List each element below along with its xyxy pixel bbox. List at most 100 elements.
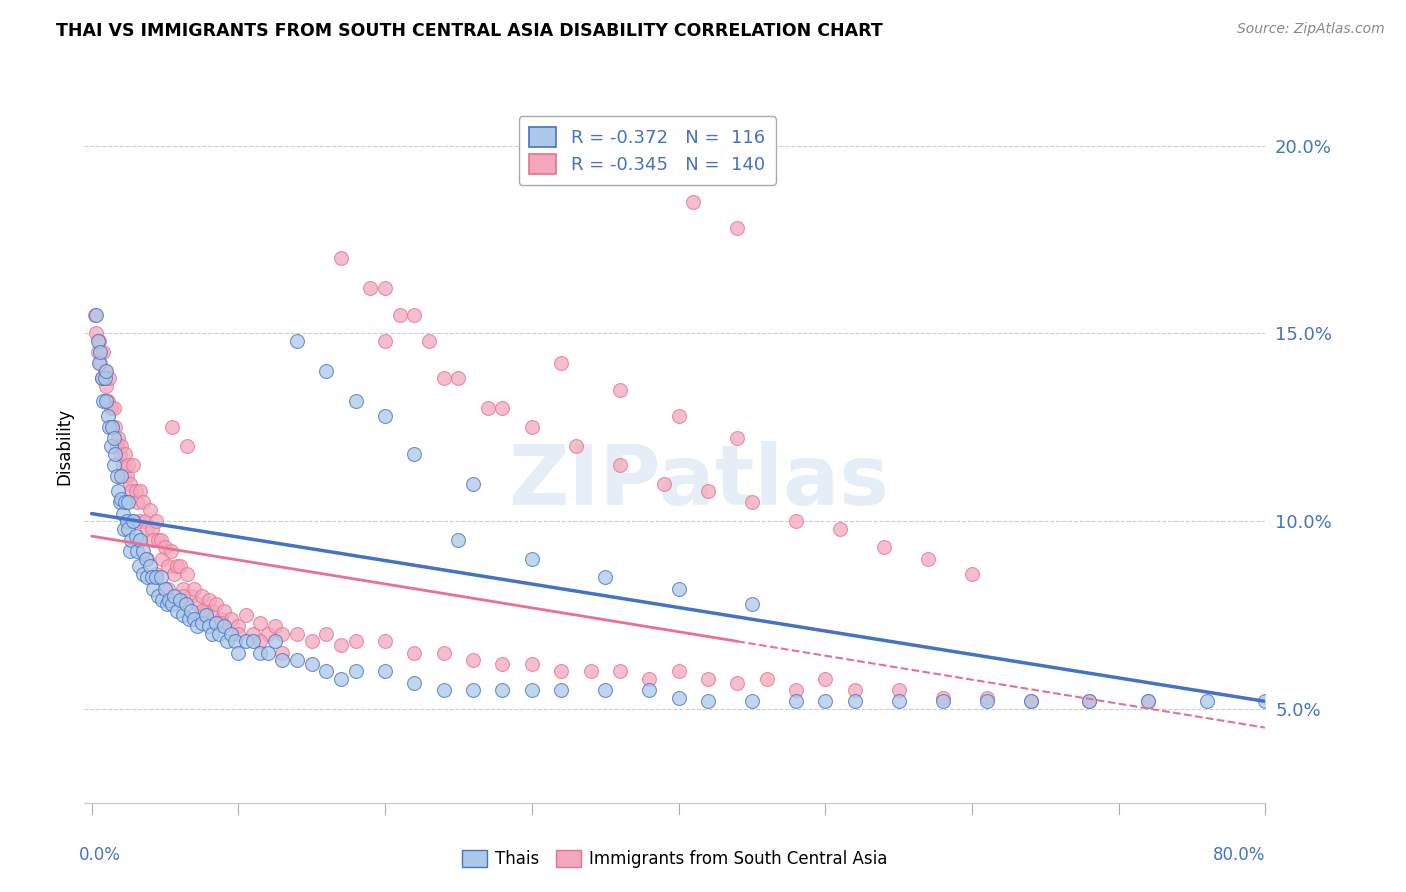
Point — [696, 484, 718, 499]
Point — [100, 401, 122, 416]
Point — [169, 559, 191, 574]
Point — [785, 694, 807, 708]
Point — [960, 566, 983, 581]
Point — [1254, 694, 1277, 708]
Point — [121, 514, 143, 528]
Point — [183, 612, 205, 626]
Point — [91, 371, 114, 385]
Point — [668, 665, 690, 679]
Point — [228, 619, 250, 633]
Point — [117, 458, 139, 472]
Point — [242, 627, 264, 641]
Point — [1137, 694, 1160, 708]
Point — [330, 672, 353, 686]
Point — [520, 420, 543, 434]
Point — [89, 356, 111, 370]
Point — [374, 665, 396, 679]
Point — [682, 194, 704, 209]
Point — [114, 495, 136, 509]
Point — [228, 646, 250, 660]
Point — [609, 665, 631, 679]
Point — [198, 593, 221, 607]
Point — [917, 551, 939, 566]
Point — [162, 597, 184, 611]
Point — [86, 334, 108, 348]
Point — [814, 672, 837, 686]
Point — [844, 694, 866, 708]
Point — [271, 653, 294, 667]
Point — [172, 607, 194, 622]
Point — [828, 522, 851, 536]
Point — [139, 559, 162, 574]
Point — [491, 683, 513, 698]
Point — [668, 409, 690, 423]
Point — [550, 356, 572, 370]
Point — [271, 646, 294, 660]
Point — [579, 665, 602, 679]
Point — [176, 439, 198, 453]
Point — [136, 522, 159, 536]
Text: 80.0%: 80.0% — [1213, 846, 1265, 863]
Point — [91, 371, 114, 385]
Point — [172, 589, 194, 603]
Point — [169, 593, 191, 607]
Point — [374, 334, 396, 348]
Point — [638, 683, 661, 698]
Point — [404, 308, 426, 322]
Point — [166, 559, 188, 574]
Point — [186, 597, 208, 611]
Point — [242, 634, 264, 648]
Point — [150, 551, 173, 566]
Point — [160, 544, 183, 558]
Point — [976, 690, 998, 705]
Point — [115, 514, 138, 528]
Point — [145, 570, 167, 584]
Point — [89, 345, 111, 359]
Point — [219, 612, 242, 626]
Point — [141, 522, 163, 536]
Point — [374, 634, 396, 648]
Point — [135, 551, 157, 566]
Point — [87, 356, 110, 370]
Point — [174, 597, 197, 611]
Point — [180, 589, 202, 603]
Point — [153, 541, 176, 555]
Point — [156, 582, 179, 596]
Point — [97, 409, 120, 423]
Point — [931, 690, 953, 705]
Point — [163, 589, 186, 603]
Point — [177, 612, 200, 626]
Point — [107, 432, 129, 446]
Point — [741, 597, 763, 611]
Point — [195, 607, 218, 622]
Point — [145, 566, 167, 581]
Point — [110, 469, 132, 483]
Point — [121, 514, 143, 528]
Point — [117, 522, 139, 536]
Point — [285, 334, 308, 348]
Text: THAI VS IMMIGRANTS FROM SOUTH CENTRAL ASIA DISABILITY CORRELATION CHART: THAI VS IMMIGRANTS FROM SOUTH CENTRAL AS… — [56, 22, 883, 40]
Point — [235, 607, 257, 622]
Point — [209, 615, 232, 630]
Point — [163, 566, 186, 581]
Point — [1137, 694, 1160, 708]
Point — [447, 533, 470, 547]
Text: 0.0%: 0.0% — [79, 846, 121, 863]
Point — [103, 432, 125, 446]
Point — [696, 672, 718, 686]
Point — [873, 541, 896, 555]
Point — [110, 439, 132, 453]
Point — [301, 634, 323, 648]
Point — [696, 694, 718, 708]
Point — [330, 251, 353, 265]
Point — [374, 281, 396, 295]
Point — [93, 345, 115, 359]
Point — [668, 690, 690, 705]
Point — [121, 458, 143, 472]
Point — [785, 514, 807, 528]
Point — [1078, 694, 1101, 708]
Point — [931, 694, 953, 708]
Point — [183, 582, 205, 596]
Point — [668, 582, 690, 596]
Point — [97, 393, 120, 408]
